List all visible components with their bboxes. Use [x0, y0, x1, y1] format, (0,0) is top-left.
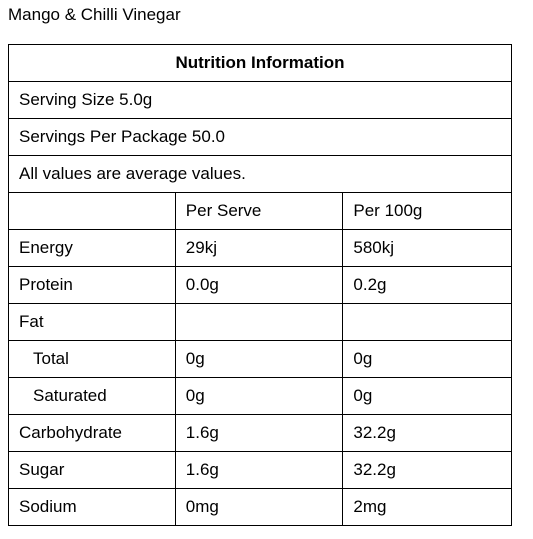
- nutrient-value: 32.2g: [342, 451, 512, 489]
- empty-cell: [342, 303, 512, 341]
- nutrient-value: 0mg: [174, 488, 344, 526]
- nutrient-value: 0.0g: [174, 266, 344, 304]
- nutrient-value: 1.6g: [174, 414, 344, 452]
- nutrient-value: 0g: [342, 377, 512, 415]
- nutrient-value: 0g: [174, 377, 344, 415]
- nutrient-row: Fat: [8, 303, 512, 341]
- note-row: Servings Per Package 50.0: [8, 118, 512, 156]
- heading-row: Nutrition Information: [8, 44, 512, 82]
- nutrient-value: 1.6g: [174, 451, 344, 489]
- nutrient-row: Sugar 1.6g 32.2g: [8, 451, 512, 489]
- nutrient-label: Saturated: [8, 377, 176, 415]
- empty-cell: [8, 192, 176, 230]
- note: Serving Size 5.0g: [8, 81, 512, 119]
- nutrition-table: Nutrition Information Serving Size 5.0g Se…: [8, 44, 512, 526]
- note-row: All values are average values.: [8, 155, 512, 193]
- nutrient-label: Sodium: [8, 488, 176, 526]
- note: All values are average values.: [8, 155, 512, 193]
- note: Servings Per Package 50.0: [8, 118, 512, 156]
- nutrient-value: 32.2g: [342, 414, 512, 452]
- nutrient-value: 29kj: [174, 229, 344, 267]
- nutrient-label: Protein: [8, 266, 176, 304]
- nutrient-row: Sodium 0mg 2mg: [8, 488, 512, 526]
- nutrient-row: Carbohydrate 1.6g 32.2g: [8, 414, 512, 452]
- table-heading: Nutrition Information: [8, 44, 512, 82]
- nutrient-value: 0g: [342, 340, 512, 378]
- nutrient-label: Carbohydrate: [8, 414, 176, 452]
- product-title: Mango & Chilli Vinegar: [8, 5, 181, 24]
- nutrient-row: Energy 29kj 580kj: [8, 229, 512, 267]
- nutrient-value: 580kj: [342, 229, 512, 267]
- nutrient-label: Sugar: [8, 451, 176, 489]
- nutrient-value: 0.2g: [342, 266, 512, 304]
- nutrient-label: Energy: [8, 229, 176, 267]
- note-row: Serving Size 5.0g: [8, 81, 512, 119]
- nutrient-row: Protein 0.0g 0.2g: [8, 266, 512, 304]
- nutrient-row: Saturated 0g 0g: [8, 377, 512, 415]
- nutrient-value: 0g: [174, 340, 344, 378]
- nutrient-label: Fat: [8, 303, 176, 341]
- column-header-row: Per Serve Per 100g: [8, 192, 512, 230]
- nutrient-row: Total 0g 0g: [8, 340, 512, 378]
- column-header: Per Serve: [174, 192, 344, 230]
- nutrient-value: 2mg: [342, 488, 512, 526]
- nutrient-label: Total: [8, 340, 176, 378]
- column-header: Per 100g: [342, 192, 512, 230]
- empty-cell: [174, 303, 344, 341]
